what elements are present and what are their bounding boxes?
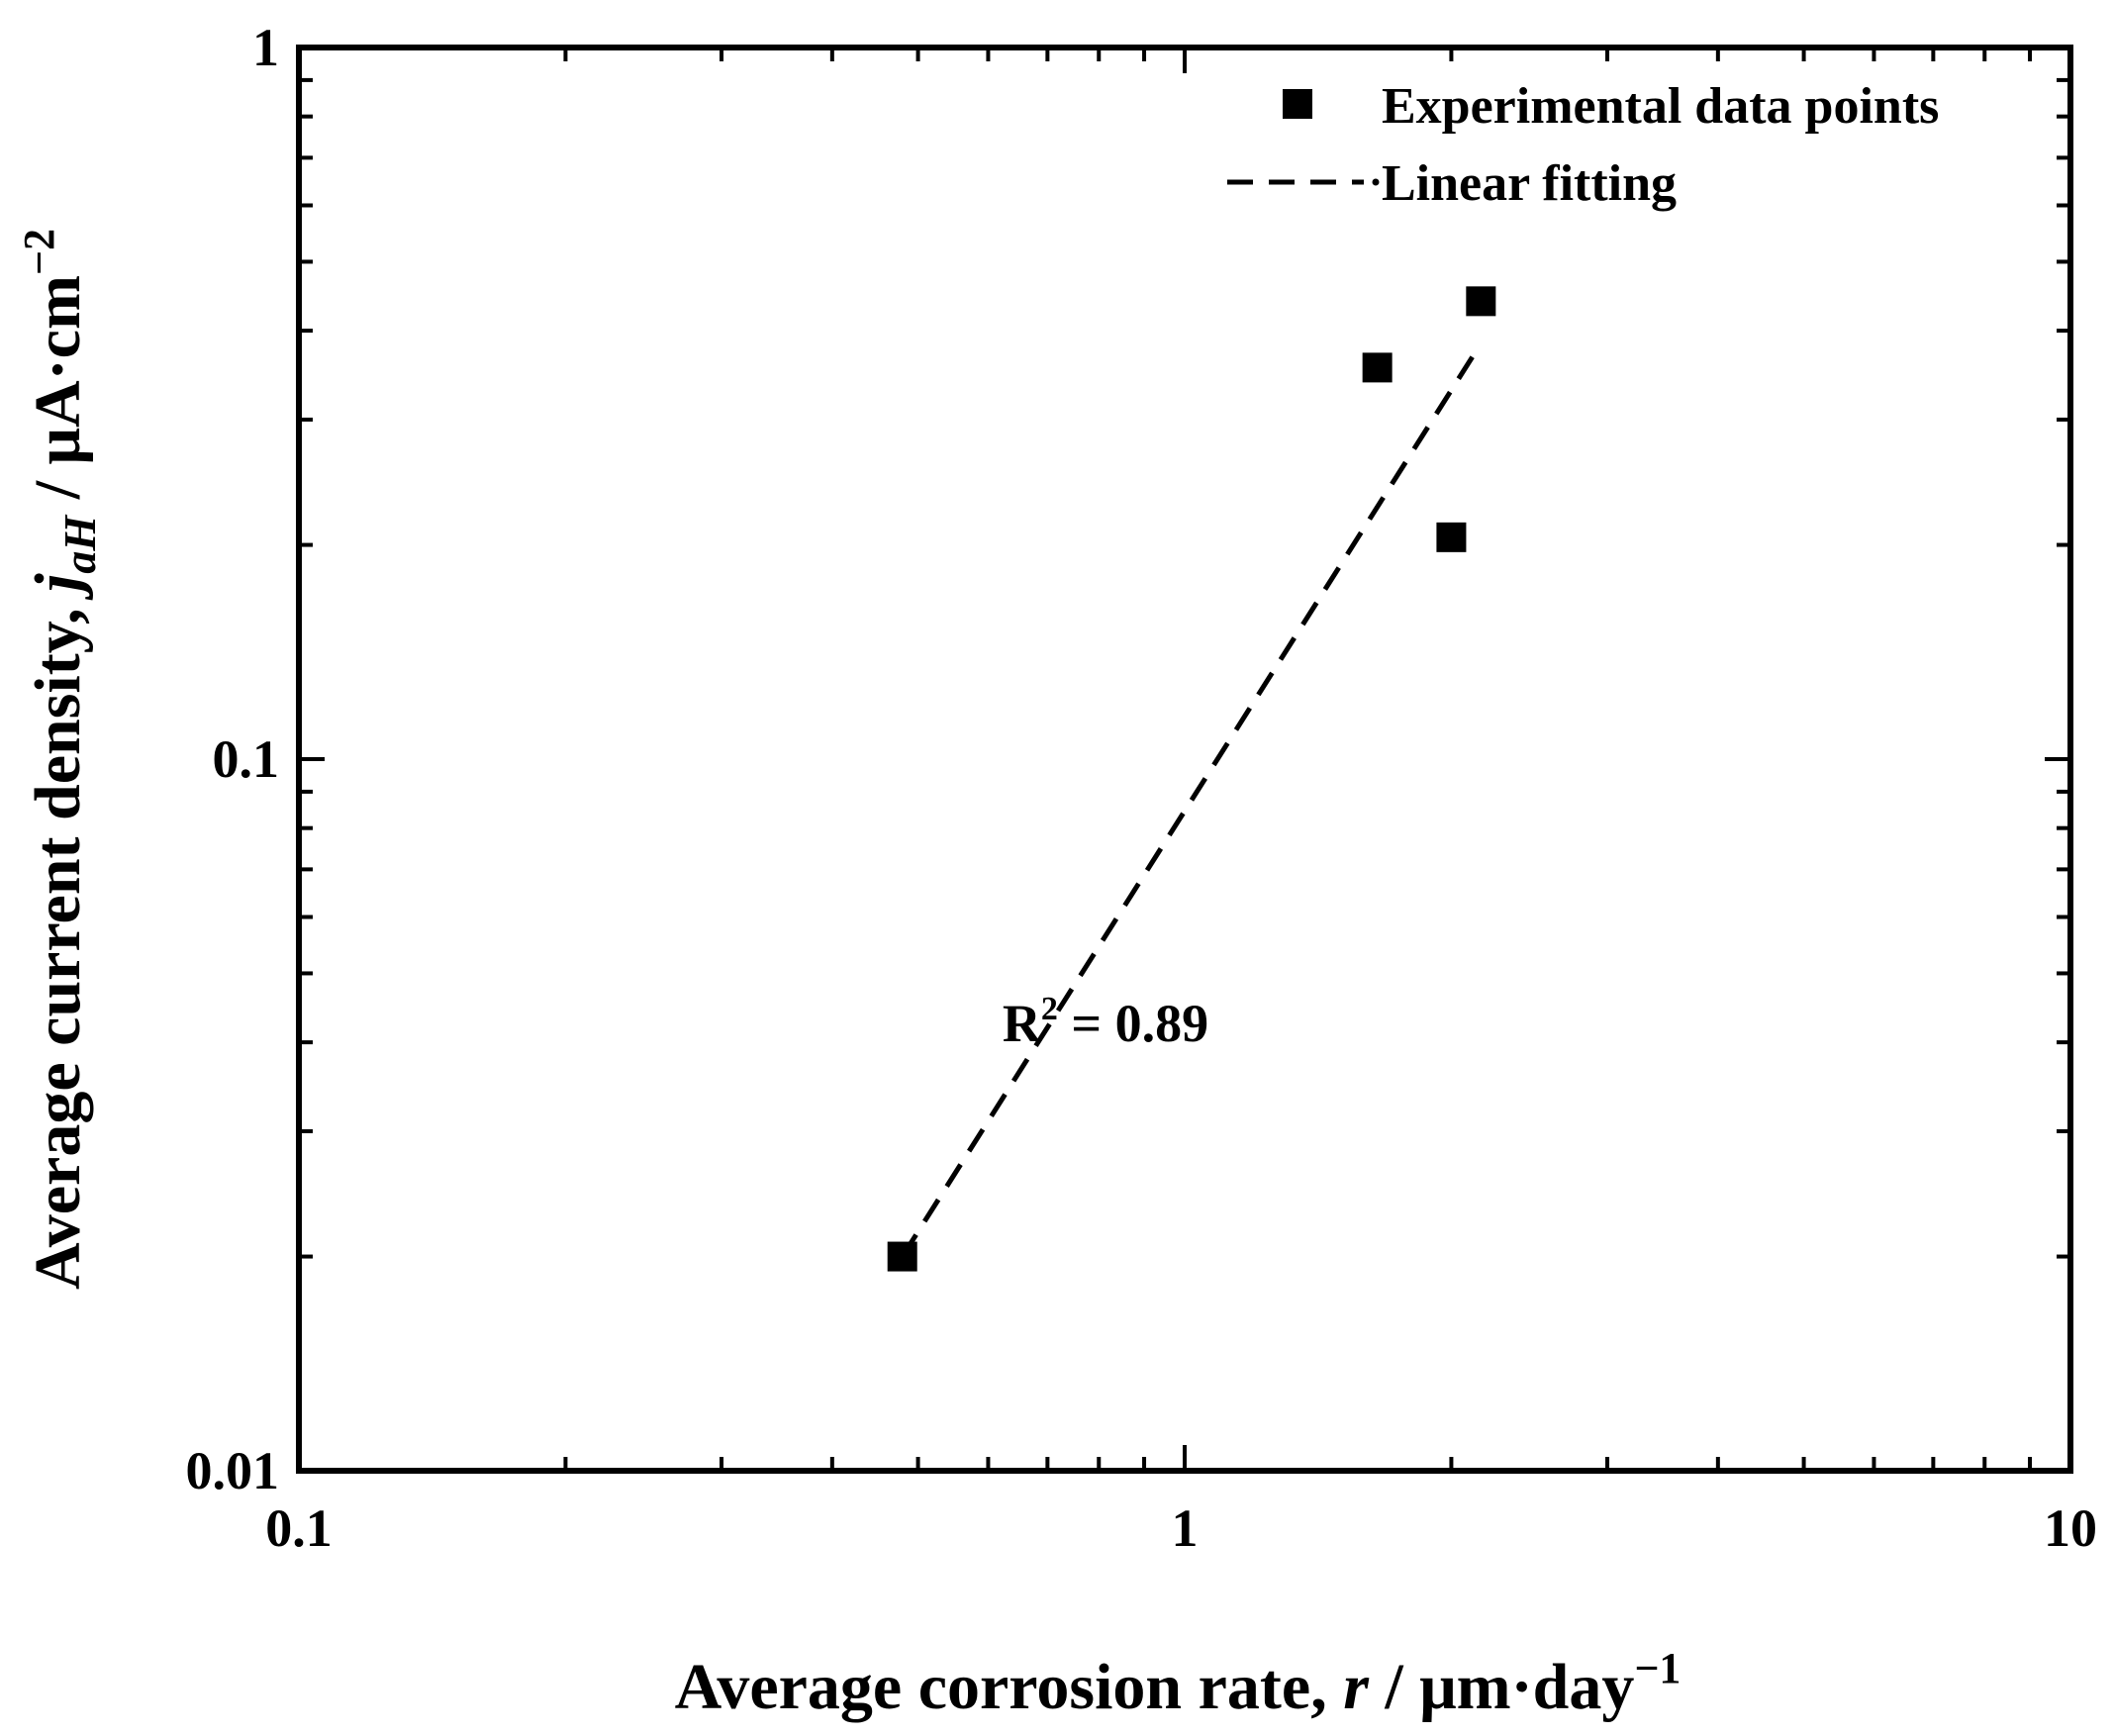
points-layer <box>887 286 1496 1272</box>
y-tick-label: 1 <box>252 18 279 77</box>
fit-line <box>900 353 1477 1258</box>
plot-frame <box>296 45 2073 1474</box>
x-tick-label: 0.1 <box>265 1498 333 1558</box>
x-tick-label: 1 <box>1172 1498 1199 1558</box>
y-axis-label: Average current density, jaH / μA·cm−2 <box>15 229 105 1290</box>
data-point <box>887 1241 917 1272</box>
legend-label-experimental: Experimental data points <box>1382 78 1939 135</box>
axis-ticks <box>299 48 2070 1471</box>
r-squared-annotation: R2 = 0.89 <box>1003 991 1208 1053</box>
legend: Experimental data points Linear fitting <box>1227 78 1939 212</box>
data-point <box>1436 522 1467 552</box>
x-axis-label: Average corrosion rate, r / μm·day−1 <box>675 1644 1682 1723</box>
legend-line-dot <box>1372 178 1380 186</box>
tick-labels: 0.1 1 100.010.11 <box>186 18 2098 1558</box>
data-point <box>1362 352 1393 383</box>
legend-marker-square <box>1283 89 1312 119</box>
y-tick-label: 0.1 <box>213 729 280 789</box>
data-point <box>1466 286 1496 317</box>
x-tick-label: 10 <box>2044 1498 2097 1558</box>
legend-label-fit: Linear fitting <box>1382 155 1677 212</box>
y-tick-label: 0.01 <box>186 1441 280 1500</box>
fit-layer <box>900 353 1477 1258</box>
